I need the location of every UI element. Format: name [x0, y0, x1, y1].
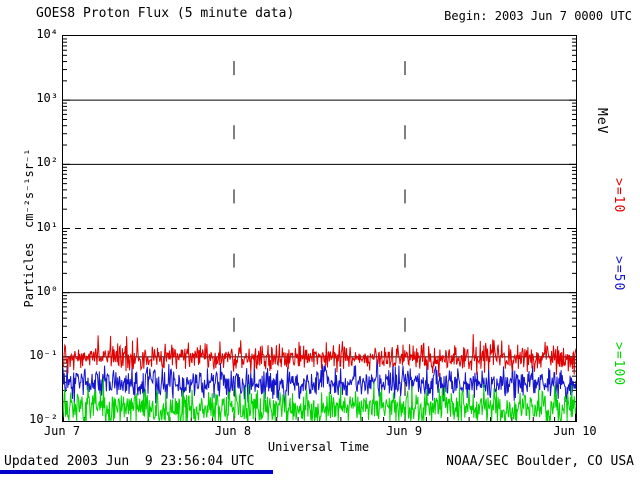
- updated-timestamp: Updated 2003 Jun 9 23:56:04 UTC: [4, 454, 255, 469]
- proton-flux-series-10mev: [63, 334, 576, 377]
- units-label-mev: MeV: [594, 108, 609, 135]
- y-tick-label: 10¹: [36, 219, 58, 234]
- plot-canvas: [63, 38, 576, 421]
- x-tick-label: Jun 8: [214, 424, 252, 438]
- y-tick-label: 10⁴: [36, 27, 58, 41]
- x-axis-title: Universal Time: [267, 440, 370, 454]
- proton-flux-series-100mev: [63, 378, 576, 421]
- x-tick-label: Jun 9: [385, 424, 423, 438]
- y-tick-label: 10³: [36, 91, 58, 106]
- begin-timestamp: Begin: 2003 Jun 7 0000 UTC: [444, 9, 632, 23]
- y-tick-label: 10⁻¹: [29, 347, 58, 362]
- y-tick-label: 10⁻²: [29, 412, 58, 426]
- series-label-10: >=10: [611, 178, 626, 214]
- chart-title: GOES8 Proton Flux (5 minute data): [36, 6, 295, 21]
- x-tick-label: Jun 7: [43, 424, 81, 438]
- source-credit: NOAA/SEC Boulder, CO USA: [446, 454, 634, 469]
- footer-underline-bar: [0, 470, 273, 474]
- y-tick-label: 10⁰: [36, 283, 58, 298]
- proton-flux-series-50mev: [63, 358, 576, 407]
- x-tick-label: Jun 10: [553, 424, 597, 438]
- y-tick-label: 10²: [36, 155, 58, 170]
- series-label-50: >=50: [611, 256, 626, 292]
- plot-area: [62, 35, 577, 422]
- series-label-100: >=100: [611, 342, 626, 387]
